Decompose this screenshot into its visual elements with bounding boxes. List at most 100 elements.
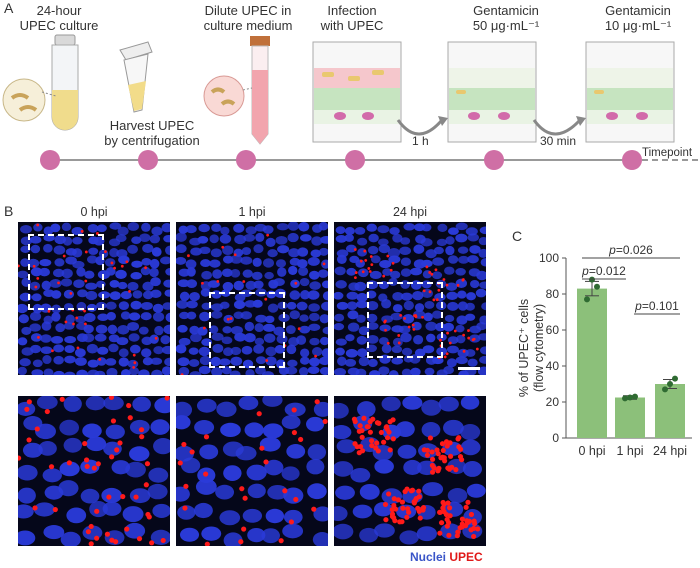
nucleus-mark (247, 527, 266, 543)
nucleus-mark (354, 281, 367, 292)
nucleus-mark (455, 324, 465, 333)
data-point-1-0 (622, 395, 628, 402)
nucleus-mark (300, 290, 311, 300)
nucleus-mark (140, 312, 152, 321)
nucleus-mark (233, 280, 244, 291)
nucleus-mark (220, 226, 230, 235)
upec-mark (399, 499, 406, 505)
nucleus-mark (209, 325, 219, 334)
upec-mark (88, 541, 94, 546)
nucleus-mark (336, 439, 357, 454)
nucleus-mark (97, 346, 109, 355)
upec-mark (457, 454, 464, 460)
nucleus-mark (165, 268, 170, 276)
nucleus-mark (108, 343, 119, 353)
data-point-2-1 (667, 381, 673, 387)
upec-mark (397, 341, 401, 345)
nucleus-mark (318, 222, 328, 231)
nucleus-mark (65, 314, 75, 324)
nucleus-mark (196, 398, 217, 413)
nucleus-mark (423, 312, 433, 322)
nucleus-mark (447, 458, 466, 475)
data-point-0-1 (589, 276, 595, 283)
nucleus-mark (221, 366, 232, 375)
nucleus-mark (83, 324, 94, 334)
nucleus-mark (230, 356, 243, 366)
upec-mark (370, 263, 374, 267)
nucleus-mark (63, 396, 82, 412)
upec-mark (104, 250, 107, 254)
nucleus-mark (368, 358, 378, 368)
nucleus-mark (240, 311, 253, 320)
upec-mark (422, 289, 426, 293)
upec-mark (84, 279, 88, 283)
nucleus-mark (195, 478, 217, 495)
nucleus-mark (49, 279, 62, 288)
panel-c-letter: C (512, 228, 523, 244)
upec-mark (402, 489, 408, 495)
upec-mark (384, 328, 387, 332)
upec-mark (352, 441, 358, 447)
upec-mark (138, 427, 145, 433)
nucleus-mark (233, 300, 246, 310)
nucleus-mark (53, 268, 65, 278)
upec-mark (400, 505, 406, 511)
nucleus-mark (445, 245, 455, 256)
nucleus-mark (86, 436, 107, 452)
nucleus-mark (235, 446, 257, 461)
nucleus-mark (309, 270, 320, 280)
upec-mark (229, 317, 233, 320)
nucleus-mark (436, 238, 448, 247)
nucleus-mark (41, 321, 52, 331)
y-tick-label: 20 (546, 395, 560, 409)
upec-mark (18, 455, 22, 461)
nucleus-mark (61, 222, 72, 232)
nucleus-mark (447, 227, 459, 235)
upec-mark (440, 447, 446, 453)
nucleus-mark (109, 222, 122, 230)
nucleus-mark (122, 506, 144, 523)
nucleus-mark (129, 488, 151, 504)
upec-mark (288, 519, 295, 525)
nucleus-mark (241, 247, 252, 255)
nucleus-mark (30, 344, 42, 354)
nucleus-mark (132, 290, 143, 299)
comparison-label-2: p=0.026 (608, 243, 653, 257)
upec-mark (59, 396, 65, 402)
upec-mark (437, 530, 443, 536)
upec-mark (458, 446, 464, 452)
nucleus-mark (101, 487, 122, 503)
micrograph-1hpi-overview (176, 222, 328, 375)
nucleus-mark (401, 347, 413, 356)
nucleus-mark (80, 459, 100, 474)
zoom-region-0hpi (28, 234, 104, 310)
nucleus-mark (149, 234, 161, 244)
nucleus-mark (20, 245, 31, 253)
nucleus-mark (401, 368, 412, 375)
nucleus-mark (148, 467, 169, 483)
micrograph-24hpi-overview (334, 222, 486, 375)
data-point-2-2 (672, 375, 678, 382)
nucleus-mark (392, 291, 404, 301)
nucleus-mark (151, 369, 163, 375)
upec-mark (417, 515, 423, 521)
nucleus-mark (244, 422, 264, 438)
nucleus-mark (53, 245, 66, 255)
nucleus-mark (222, 326, 232, 334)
zoom-region-1hpi (209, 292, 285, 368)
nucleus-mark (211, 310, 223, 319)
upec-mark (359, 259, 363, 263)
upec-mark (291, 429, 298, 436)
nucleus-mark (307, 483, 327, 500)
panel-b-letter: B (4, 203, 14, 219)
nucleus-mark (152, 503, 170, 518)
nucleus-mark (335, 485, 355, 500)
nucleus-mark (83, 312, 96, 323)
nucleus-mark (267, 303, 279, 313)
nucleus-mark (38, 267, 50, 277)
upec-mark (201, 281, 204, 285)
nucleus-mark (198, 365, 211, 375)
nucleus-mark (89, 501, 108, 518)
nucleus-mark (39, 259, 52, 267)
upec-mark (368, 270, 372, 273)
